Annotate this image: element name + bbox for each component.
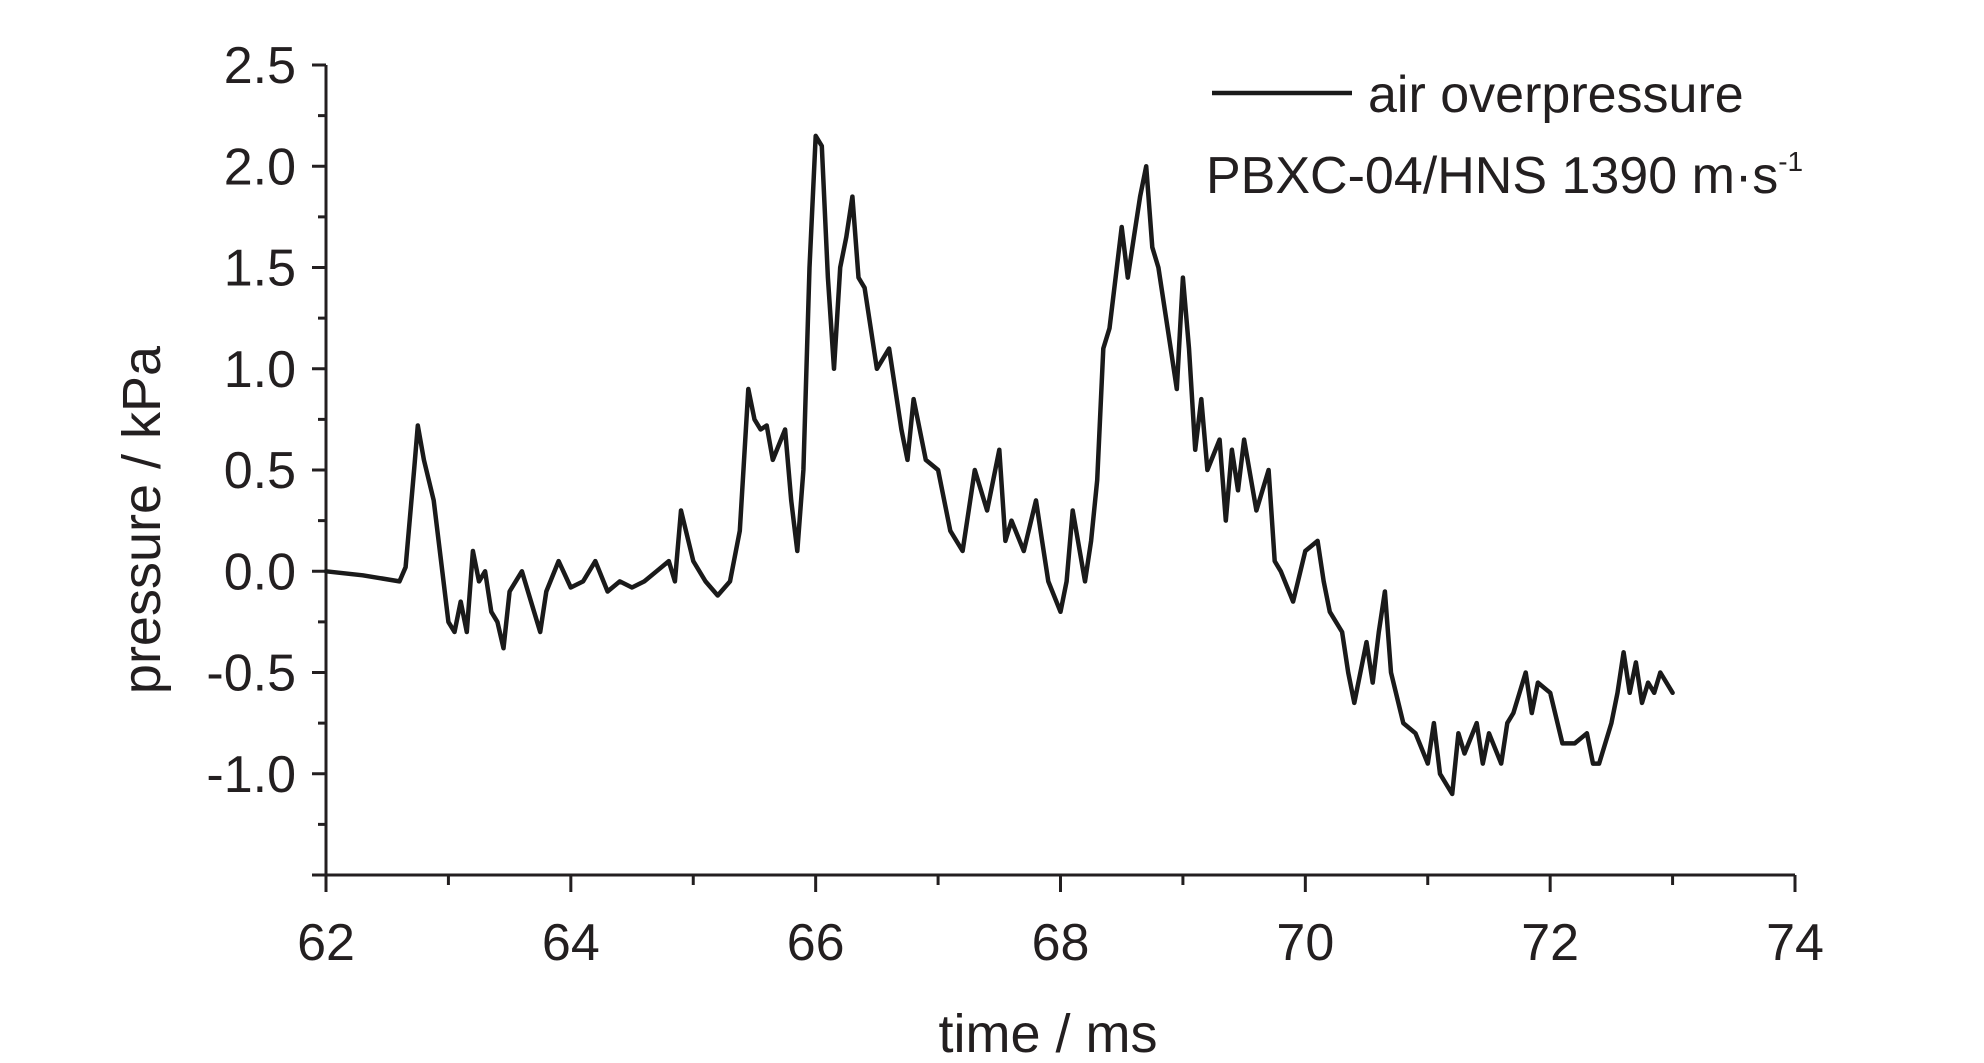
y-tick-label: 2.5 xyxy=(224,37,296,95)
x-axis-title: time / ms xyxy=(938,1004,1157,1063)
series-line-air-overpressure xyxy=(323,133,1675,797)
legend-annotation-main: PBXC-04/HNS 1390 m·s xyxy=(1206,147,1778,205)
y-tick-label: 0.0 xyxy=(224,543,296,601)
x-tick-label: 74 xyxy=(1766,914,1824,972)
legend-annotation: PBXC-04/HNS 1390 m·s-1 xyxy=(1206,146,1803,205)
y-tick-label: 2.0 xyxy=(224,138,296,196)
x-tick-label: 70 xyxy=(1276,914,1334,972)
x-tick-label: 64 xyxy=(542,914,600,972)
y-tick-label: -0.5 xyxy=(206,645,296,703)
y-tick-label: 1.5 xyxy=(224,240,296,298)
legend-entry-label: air overpressure xyxy=(1368,66,1744,124)
y-tick-label: 1.0 xyxy=(224,341,296,399)
series-layer xyxy=(323,133,1675,797)
y-axis-ticks: 2.5 2.0 1.5 1.0 0.5 0.0 -0.5 -1.0 xyxy=(206,37,326,826)
x-tick-label: 62 xyxy=(297,914,355,972)
y-tick-label: 0.5 xyxy=(224,442,296,500)
x-tick-label: 66 xyxy=(787,914,845,972)
plot-area: 2.5 2.0 1.5 1.0 0.5 0.0 -0.5 -1.0 62 64 66 68 70 72 7… xyxy=(206,37,1824,972)
x-tick-label: 68 xyxy=(1032,914,1090,972)
y-axis-title: pressure / kPa xyxy=(112,345,172,694)
y-tick-label: -1.0 xyxy=(206,746,296,804)
x-tick-label: 72 xyxy=(1521,914,1579,972)
x-axis-ticks: 62 64 66 68 70 72 74 xyxy=(297,875,1824,972)
legend: air overpressure PBXC-04/HNS 1390 m·s-1 xyxy=(1206,66,1803,205)
legend-annotation-superscript: -1 xyxy=(1778,146,1803,177)
